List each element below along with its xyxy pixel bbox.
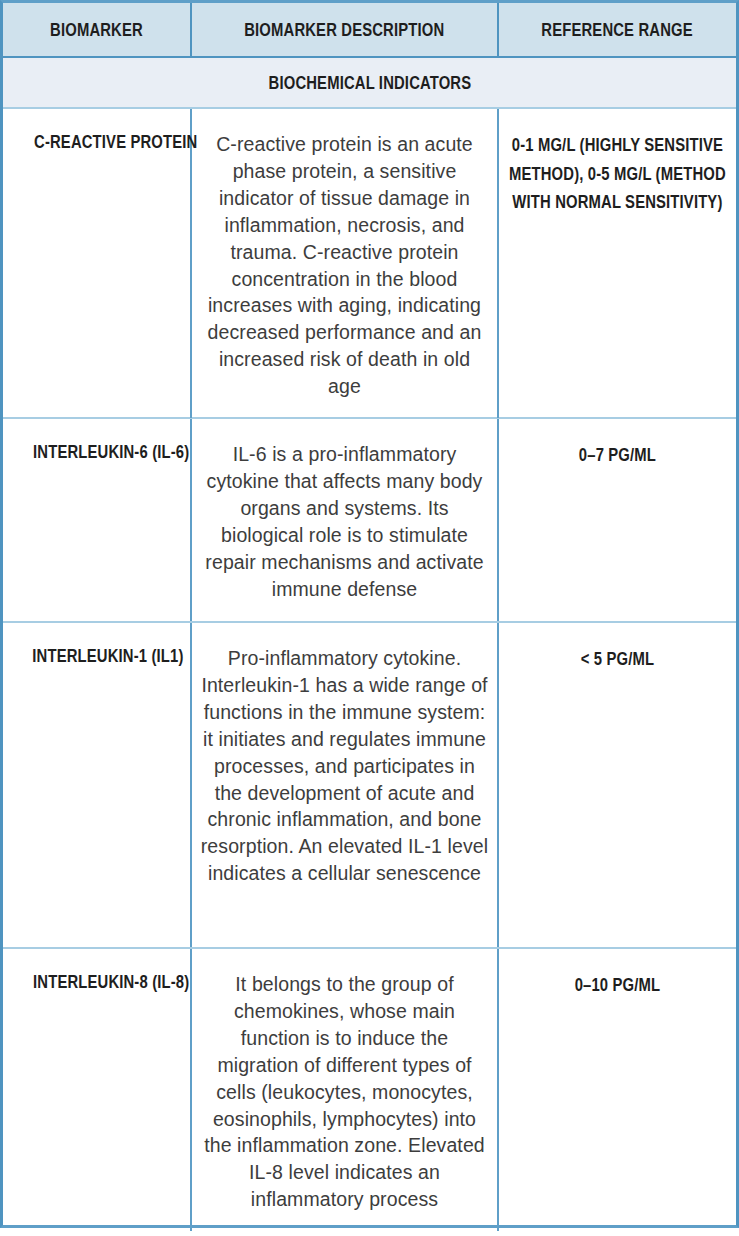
table-row-interleukin-6: INTERLEUKIN-6 (IL-6) IL-6 is a pro-infla… bbox=[3, 417, 736, 621]
reference-range-cell: 0–10 PG/ML bbox=[497, 949, 736, 1231]
reference-range-value: 0–10 PG/ML bbox=[507, 971, 728, 1000]
biomarker-name: INTERLEUKIN-8 (IL-8) bbox=[33, 971, 189, 993]
biomarker-description-cell: Pro-inflammatory cytokine. Interleukin-1… bbox=[190, 623, 497, 947]
column-header-biomarker: BIOMARKER bbox=[3, 3, 190, 56]
biomarker-name-cell: INTERLEUKIN-1 (IL1) bbox=[3, 623, 190, 947]
biomarker-description-cell: It belongs to the group of chemokines, w… bbox=[190, 949, 497, 1231]
biomarker-description-cell: C-reactive protein is an acute phase pro… bbox=[190, 109, 497, 418]
column-header-label: BIOMARKER DESCRIPTION bbox=[244, 19, 444, 41]
table-row-c-reactive-protein: C-REACTIVE PROTEIN C-reactive protein is… bbox=[3, 109, 736, 417]
section-header-biochemical-indicators: BIOCHEMICAL INDICATORS bbox=[3, 58, 736, 109]
biomarker-name: C-REACTIVE PROTEIN bbox=[34, 131, 197, 153]
reference-range-cell: 0-1 MG/L (HIGHLY SENSITIVE METHOD), 0-5 … bbox=[497, 109, 736, 418]
reference-range-cell: 0–7 PG/ML bbox=[497, 419, 736, 621]
biomarker-table: BIOMARKER BIOMARKER DESCRIPTION REFERENC… bbox=[0, 0, 739, 1228]
column-header-description: BIOMARKER DESCRIPTION bbox=[190, 3, 497, 56]
column-header-reference-range: REFERENCE RANGE bbox=[497, 3, 736, 56]
table-row-interleukin-1: INTERLEUKIN-1 (IL1) Pro-inflammatory cyt… bbox=[3, 621, 736, 947]
biomarker-name-cell: INTERLEUKIN-6 (IL-6) bbox=[3, 419, 190, 621]
reference-range-value: 0–7 PG/ML bbox=[507, 441, 728, 470]
biomarker-name: INTERLEUKIN-1 (IL1) bbox=[32, 645, 183, 667]
reference-range-cell: < 5 PG/ML bbox=[497, 623, 736, 947]
table-row-interleukin-8: INTERLEUKIN-8 (IL-8) It belongs to the g… bbox=[3, 947, 736, 1225]
reference-range-value: 0-1 MG/L (HIGHLY SENSITIVE METHOD), 0-5 … bbox=[507, 131, 728, 217]
biomarker-name-cell: INTERLEUKIN-8 (IL-8) bbox=[3, 949, 190, 1231]
reference-range-value: < 5 PG/ML bbox=[507, 645, 728, 674]
column-header-label: BIOMARKER bbox=[50, 19, 143, 41]
column-header-label: REFERENCE RANGE bbox=[542, 19, 693, 41]
biomarker-name-cell: C-REACTIVE PROTEIN bbox=[3, 109, 190, 418]
biomarker-name: INTERLEUKIN-6 (IL-6) bbox=[33, 441, 189, 463]
section-title: BIOCHEMICAL INDICATORS bbox=[268, 72, 471, 94]
biomarker-description-cell: IL-6 is a pro-inflammatory cytokine that… bbox=[190, 419, 497, 621]
table-header-row: BIOMARKER BIOMARKER DESCRIPTION REFERENC… bbox=[3, 3, 736, 58]
